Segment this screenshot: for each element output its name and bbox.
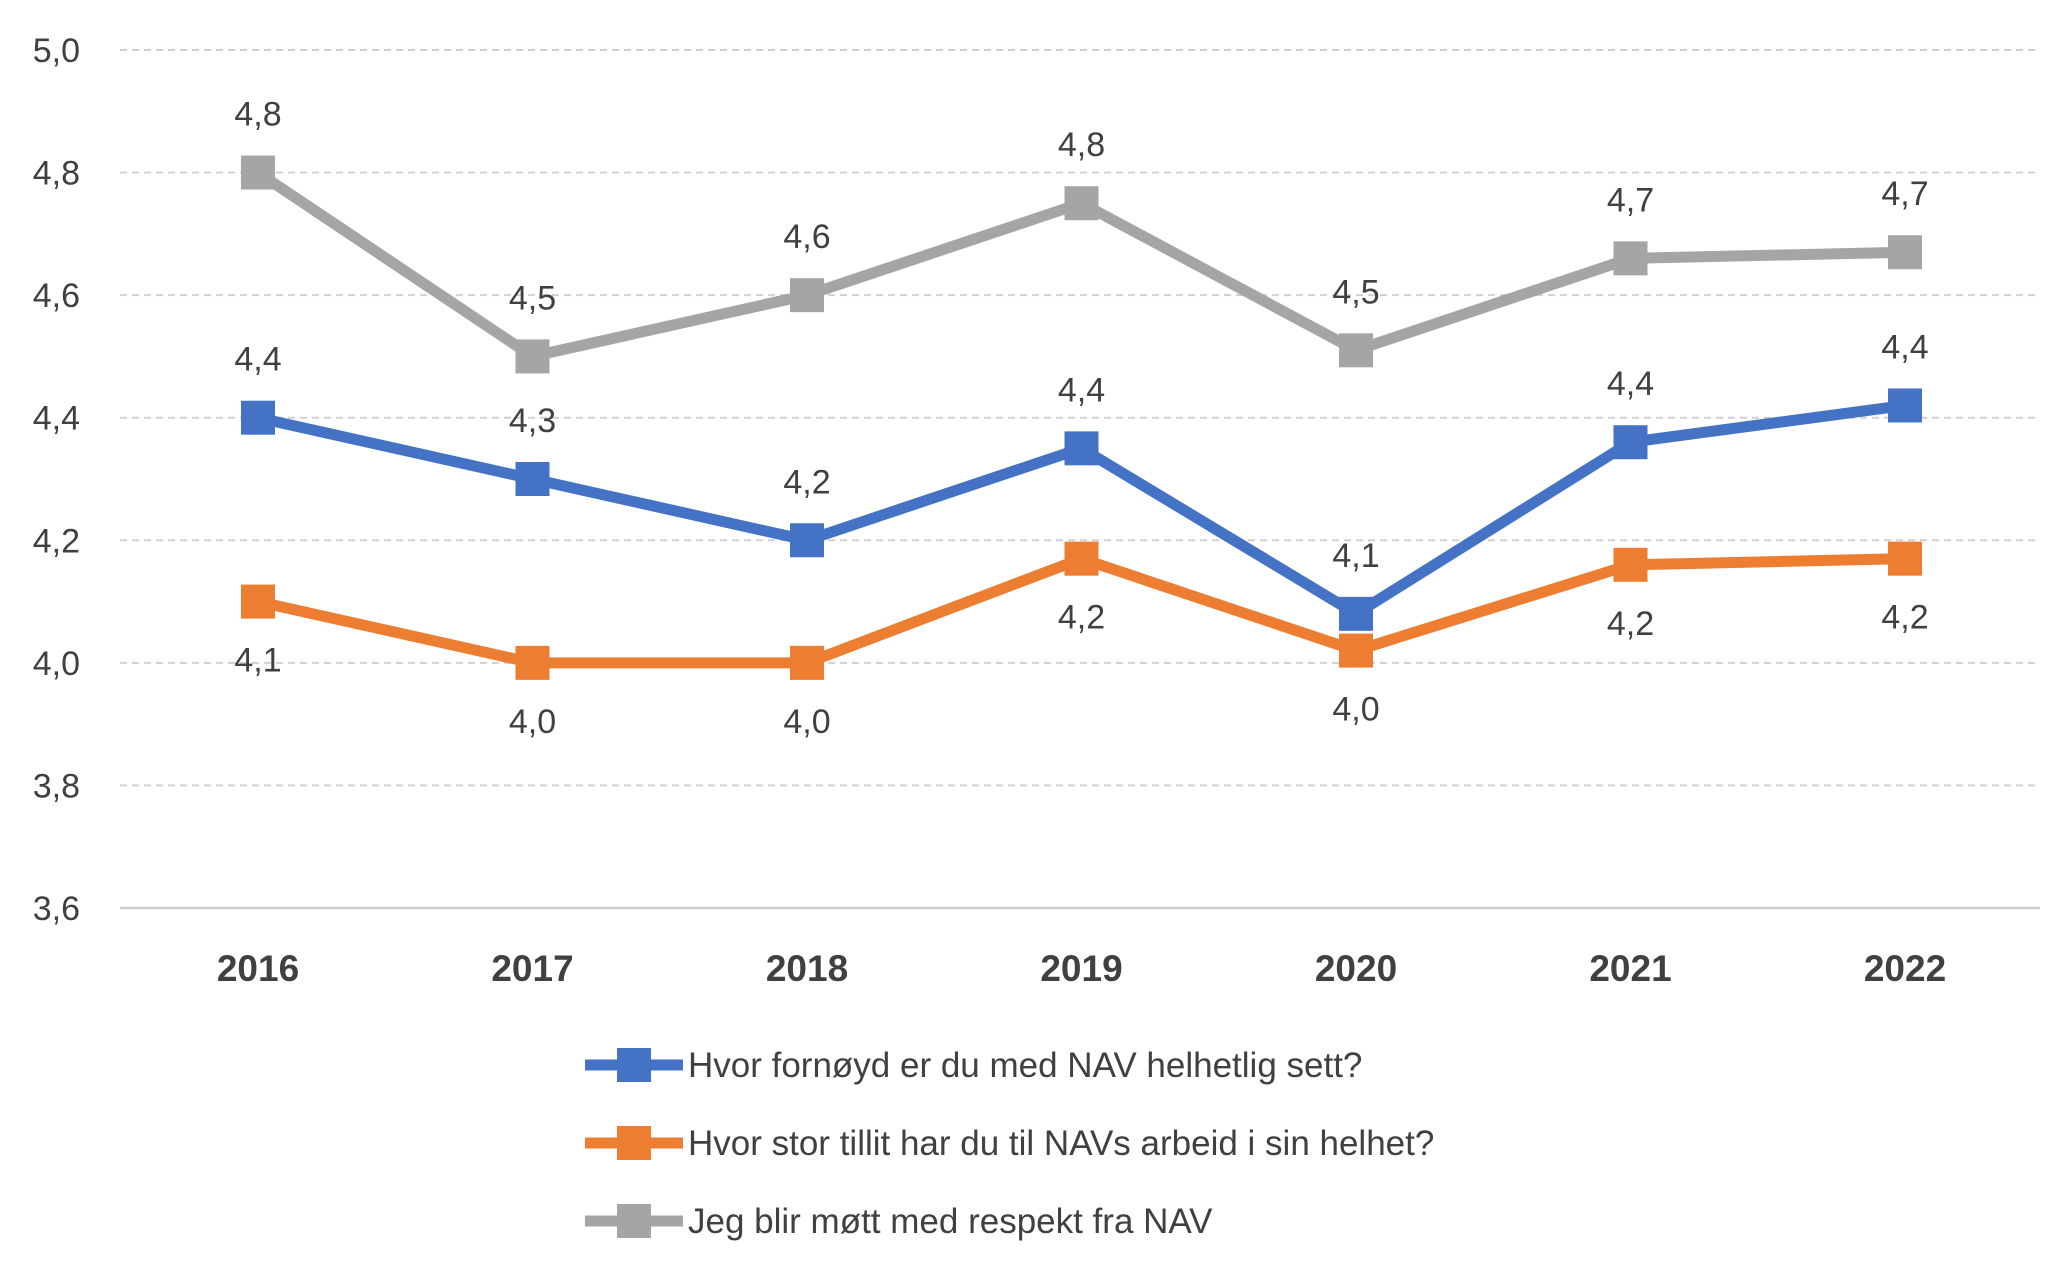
legend: Hvor fornøyd er du med NAV helhetlig set…: [585, 1046, 1434, 1241]
y-tick-label: 4,6: [33, 277, 80, 315]
data-point-marker: [1064, 186, 1099, 221]
data-label: 4,2: [1881, 599, 1928, 637]
data-label: 4,2: [1607, 605, 1654, 643]
data-label: 4,2: [1058, 599, 1105, 637]
data-label: 4,6: [783, 218, 830, 256]
data-label: 4,2: [783, 463, 830, 501]
data-point-marker: [1339, 333, 1373, 368]
x-axis-ticks: 2016 2017 2018 2019 2020 2021 2022: [217, 948, 1946, 989]
series-1: [241, 388, 1922, 631]
data-point-marker: [790, 278, 824, 313]
y-axis-ticks: 3,6 3,8 4,0 4,2 4,4 4,6 4,8 5,0: [33, 32, 80, 928]
data-label: 4,4: [234, 341, 281, 379]
data-label: 4,1: [1332, 537, 1379, 575]
y-tick-label: 5,0: [33, 32, 80, 70]
data-label: 4,4: [1881, 328, 1928, 366]
y-tick-label: 4,4: [33, 400, 80, 438]
data-label: 4,0: [783, 703, 830, 741]
legend-label: Hvor fornøyd er du med NAV helhetlig set…: [688, 1046, 1362, 1085]
legend-item: Jeg blir møtt med respekt fra NAV: [585, 1202, 1213, 1241]
data-label: 4,7: [1881, 175, 1928, 213]
x-tick-label: 2021: [1589, 948, 1671, 989]
legend-marker: [617, 1048, 651, 1082]
y-tick-label: 4,2: [33, 522, 80, 560]
data-point-marker: [241, 155, 275, 190]
data-point-marker: [1888, 388, 1922, 423]
legend-marker: [617, 1204, 651, 1238]
data-point-marker: [515, 645, 550, 680]
legend-marker: [617, 1126, 651, 1160]
x-tick-label: 2018: [766, 948, 848, 989]
data-point-marker: [1064, 541, 1099, 576]
x-tick-label: 2020: [1315, 948, 1397, 989]
data-label: 4,8: [1058, 126, 1105, 164]
data-label: 4,8: [234, 96, 281, 134]
data-point-marker: [241, 584, 275, 619]
y-tick-label: 4,0: [33, 645, 80, 683]
data-point-marker: [1339, 596, 1373, 631]
legend-item: Hvor stor tillit har du til NAVs arbeid …: [585, 1124, 1434, 1163]
data-point-marker: [1613, 425, 1648, 460]
y-tick-label: 3,8: [33, 767, 80, 805]
data-label: 4,5: [509, 279, 556, 317]
series-lines: [241, 155, 1922, 680]
series-2: [241, 541, 1922, 680]
data-label: 4,3: [509, 402, 556, 440]
data-point-marker: [1064, 431, 1099, 466]
gridlines: [120, 49, 2040, 910]
series-3: [241, 155, 1922, 374]
data-point-marker: [1339, 633, 1373, 668]
legend-label: Jeg blir møtt med respekt fra NAV: [688, 1202, 1213, 1241]
data-point-marker: [1888, 541, 1922, 576]
data-point-marker: [515, 462, 550, 496]
data-point-marker: [1888, 235, 1922, 270]
data-point-marker: [1613, 547, 1648, 582]
data-label: 4,0: [509, 703, 556, 741]
data-label: 4,7: [1607, 181, 1654, 219]
x-tick-label: 2022: [1864, 948, 1946, 989]
x-tick-label: 2017: [491, 948, 573, 989]
data-label: 4,0: [1332, 691, 1379, 729]
legend-label: Hvor stor tillit har du til NAVs arbeid …: [688, 1124, 1434, 1163]
data-label: 4,4: [1058, 371, 1105, 409]
data-labels: 4,4 4,3 4,2 4,4 4,1 4,4 4,4 4,1 4,0 4,0 4,2 4,0 4,2 4…: [234, 96, 1928, 741]
data-point-marker: [515, 339, 550, 374]
data-label: 4,5: [1332, 273, 1379, 311]
data-label: 4,1: [234, 642, 281, 680]
y-tick-label: 4,8: [33, 155, 80, 193]
data-label: 4,4: [1607, 365, 1654, 403]
x-tick-label: 2019: [1040, 948, 1122, 989]
data-point-marker: [790, 523, 824, 558]
data-point-marker: [241, 400, 275, 435]
x-tick-label: 2016: [217, 948, 299, 989]
y-tick-label: 3,6: [33, 890, 80, 928]
data-point-marker: [1613, 241, 1648, 276]
legend-item: Hvor fornøyd er du med NAV helhetlig set…: [585, 1046, 1362, 1085]
data-point-marker: [790, 645, 824, 680]
